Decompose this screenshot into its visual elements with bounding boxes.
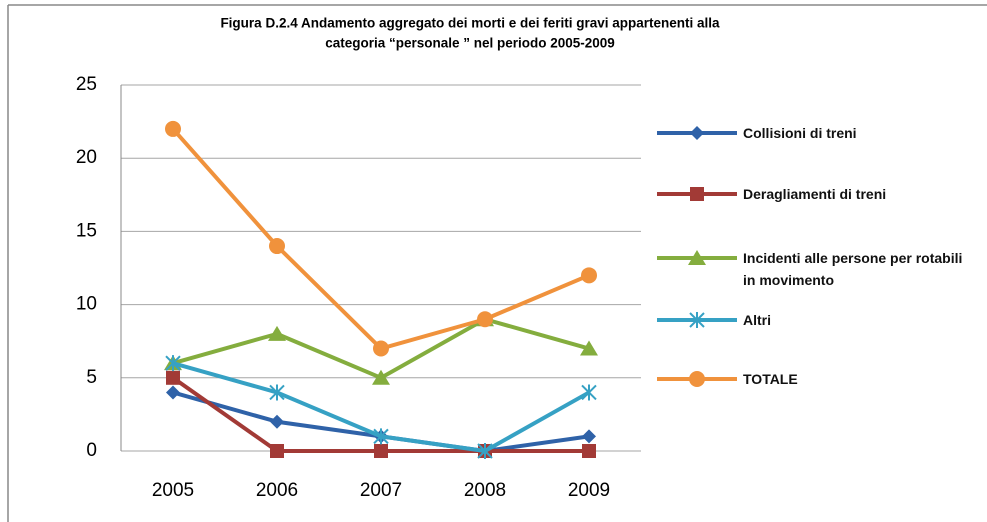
y-tick-label: 25 <box>76 74 97 95</box>
marker <box>373 428 389 445</box>
marker <box>165 120 181 137</box>
x-tick-label: 2009 <box>568 480 610 501</box>
marker <box>270 444 284 458</box>
legend-label: Incidenti alle persone per rotabili in m… <box>743 250 963 288</box>
marker <box>269 238 285 255</box>
marker <box>689 312 705 328</box>
x-tick-label: 2007 <box>360 480 402 501</box>
x-tick-label: 2006 <box>256 480 298 501</box>
y-tick-label: 15 <box>76 220 97 241</box>
x-tick-label: 2005 <box>152 480 194 501</box>
marker <box>373 340 389 357</box>
legend-label: TOTALE <box>743 371 798 387</box>
y-tick-label: 5 <box>86 367 97 388</box>
marker <box>166 385 180 400</box>
legend-label: Altri <box>743 312 771 328</box>
marker <box>582 429 596 444</box>
marker <box>372 369 390 385</box>
y-tick-label: 10 <box>76 294 97 315</box>
marker <box>166 370 180 385</box>
marker <box>268 325 286 341</box>
marker <box>690 126 704 140</box>
marker <box>165 355 181 372</box>
y-tick-label: 0 <box>86 440 97 461</box>
marker <box>581 267 597 284</box>
marker <box>477 443 493 459</box>
marker <box>477 311 493 328</box>
marker <box>688 250 706 265</box>
marker <box>374 444 388 458</box>
series-line <box>171 127 590 351</box>
marker <box>581 384 597 401</box>
x-tick-label: 2008 <box>464 480 506 501</box>
legend-label: Collisioni di treni <box>743 125 857 141</box>
chart-title: Figura D.2.4 Andamento aggregato dei mor… <box>220 16 720 31</box>
y-tick-label: 20 <box>76 147 97 168</box>
marker <box>689 371 705 387</box>
chart-title: categoria “personale ” nel periodo 2005-… <box>325 36 615 51</box>
marker <box>690 187 704 201</box>
marker <box>580 340 598 356</box>
marker <box>270 414 284 429</box>
marker <box>269 384 285 401</box>
marker <box>582 444 596 458</box>
legend-label: Deragliamenti di treni <box>743 186 887 202</box>
